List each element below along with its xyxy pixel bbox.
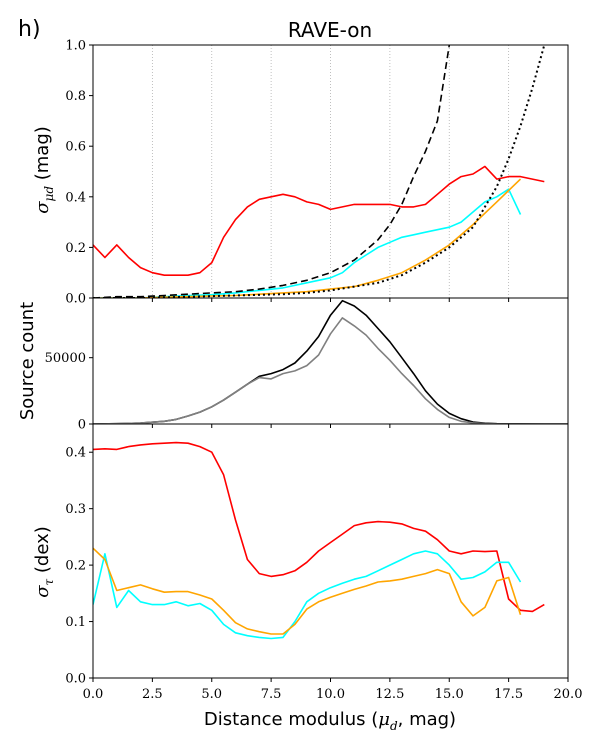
- top-series-black-dotted: [93, 45, 546, 298]
- bottom-panel: 0.0 0.1 0.2 0.3 0.4 0.0 2.5 5.0 7.5 10.0 12.5 15.0 1…: [65, 423, 583, 702]
- x-tick-label: 5.0: [201, 687, 222, 702]
- bottom-series-orange: [93, 547, 522, 635]
- x-tick-label: 12.5: [375, 687, 404, 702]
- top-series-black-dashed: [93, 45, 451, 298]
- middle-frame: [92, 297, 569, 425]
- bottom-series-red: [93, 441, 545, 613]
- middle-ylabel: Source count: [17, 302, 38, 420]
- middle-ytick-label: 0: [78, 418, 86, 433]
- x-tick-label: 2.5: [142, 687, 163, 702]
- x-tick-label: 10.0: [316, 687, 345, 702]
- bottom-ytick-label: 0.2: [65, 559, 86, 574]
- x-tick-label: 20.0: [554, 687, 583, 702]
- middle-series-black: [93, 299, 568, 424]
- middle-ytick-label: 50000: [45, 351, 86, 366]
- x-tick-label: 15.0: [435, 687, 464, 702]
- x-tick-label: 17.5: [494, 687, 523, 702]
- top-ylabel: σμd (mag): [32, 126, 56, 214]
- middle-series-grey: [93, 317, 545, 424]
- x-axis-label: Distance modulus (μd, mag): [204, 709, 456, 733]
- x-tick-label: 0.0: [83, 687, 104, 702]
- bottom-ytick-label: 0.1: [65, 615, 86, 630]
- top-panel: 0.0 0.2 0.4 0.6 0.8 1.0: [65, 39, 569, 307]
- top-ytick-label: 0.4: [65, 190, 86, 205]
- top-series-cyan: [93, 188, 522, 298]
- top-ytick-label: 0.8: [65, 89, 86, 104]
- panel-tag: h): [18, 17, 41, 42]
- x-tick-label: 7.5: [261, 687, 282, 702]
- top-series-red: [93, 165, 545, 276]
- bottom-ylabel: στ (dex): [32, 526, 56, 598]
- top-series-group: [93, 45, 546, 298]
- top-ytick-label: 1.0: [65, 39, 86, 54]
- bottom-series-group: [93, 441, 545, 640]
- bottom-ytick-label: 0.3: [65, 502, 86, 517]
- bottom-frame: [92, 423, 569, 679]
- bottom-ytick-label: 0.4: [65, 446, 86, 461]
- top-ytick-label: 0.2: [65, 241, 86, 256]
- top-ytick-label: 0.6: [65, 140, 86, 155]
- panels-group: 0.00.20.40.60.81.00500000.00.10.20.30.40…: [45, 39, 583, 703]
- chart-title: RAVE-on: [288, 18, 372, 42]
- middle-panel: 0 50000: [45, 297, 569, 433]
- bottom-series-cyan: [93, 550, 522, 640]
- bottom-ytick-label: 0.0: [65, 672, 86, 687]
- top-ytick-label: 0.0: [65, 292, 86, 307]
- middle-series-group: [93, 299, 568, 424]
